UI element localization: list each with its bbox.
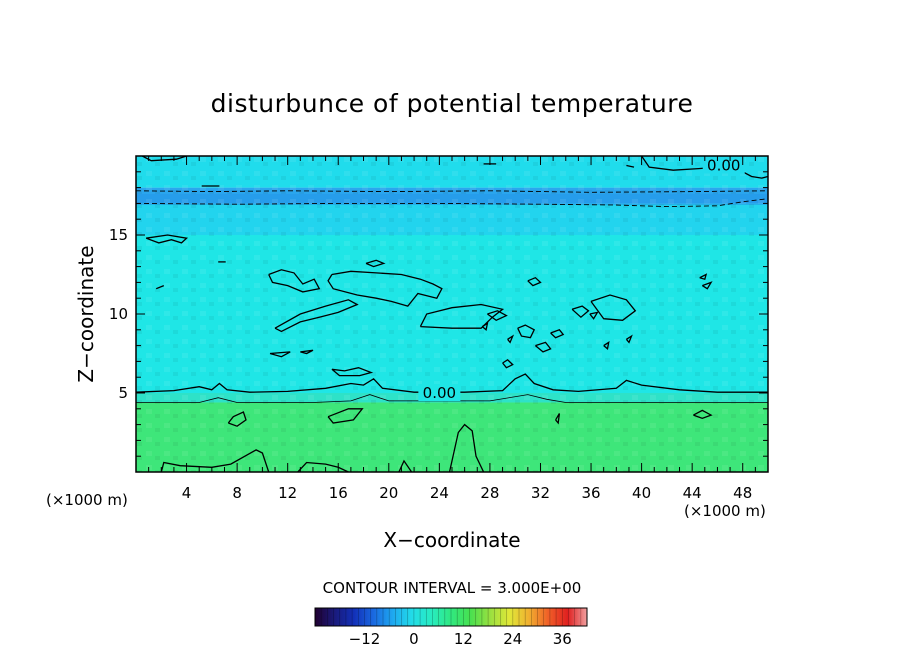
contour-line-38: [487, 310, 508, 322]
colorbar-tick-label: 24: [503, 630, 522, 648]
x-tick-label: 8: [232, 484, 242, 502]
contour-line-12: [590, 294, 637, 321]
x-axis-ticks: 4 8 12 16 20 24 28 32 36 40 44 48: [148, 156, 756, 502]
contour-line-4: [160, 449, 270, 472]
contour-line-19: [145, 234, 189, 244]
contour-line-42: [603, 341, 610, 351]
x-unit-label-right: (×1000 m): [684, 502, 766, 520]
x-unit-label-left: (×1000 m): [46, 491, 128, 509]
x-tick-label: 28: [480, 484, 499, 502]
contour-label-bg-1: [418, 384, 461, 401]
contour-line-5: [297, 461, 349, 472]
y-tick-label: 15: [109, 226, 128, 244]
x-tick-label: 48: [733, 484, 752, 502]
contour-line-36: [300, 349, 314, 355]
contour-line-27: [534, 341, 552, 353]
colorbar-tick-label: 12: [454, 630, 473, 648]
y-axis-ticks: 5 10 15: [109, 171, 768, 457]
contour-line-32: [527, 276, 542, 287]
contour-line-9: [327, 270, 443, 307]
contour-line-10: [274, 299, 359, 333]
x-tick-label: 16: [329, 484, 348, 502]
contour-line-3: [136, 198, 768, 208]
contour-line-28: [550, 329, 565, 339]
contour-label-0: 0.00: [707, 156, 740, 174]
contour-line-37: [555, 413, 561, 425]
x-tick-label: 32: [531, 484, 550, 502]
contour-line-30: [589, 311, 599, 320]
x-tick-label: 12: [278, 484, 297, 502]
colorbar-tick-label: 0: [409, 630, 419, 648]
contour-line-18: [141, 156, 187, 162]
contour-line-8: [268, 269, 321, 293]
y-axis-label: Z−coordinate: [74, 245, 98, 382]
colorbar-gradient: [315, 608, 587, 626]
contour-line-39: [507, 334, 515, 344]
colorbar-ticks: −12 0 12 24 36: [349, 630, 572, 648]
x-tick-label: 20: [379, 484, 398, 502]
x-axis-label: X−coordinate: [383, 528, 520, 552]
colorbar-tick-label: −12: [349, 630, 381, 648]
contour-line-1: [136, 394, 768, 403]
contour-line-15: [327, 408, 364, 424]
contour-label-1: 0.00: [423, 384, 456, 402]
chart-title: disturbunce of potential temperature: [211, 89, 694, 118]
contour-line-20: [155, 284, 165, 290]
contour-line-41: [625, 334, 633, 344]
contour-line-14: [227, 411, 247, 427]
x-tick-label: 44: [683, 484, 702, 502]
field-texture: [136, 156, 768, 472]
colorbar: [314, 607, 588, 627]
contour-line-0: [136, 373, 768, 393]
colorbar-frame: [314, 607, 588, 627]
contour-line-7: [398, 459, 413, 472]
colorbar-tick-label: 36: [553, 630, 572, 648]
contour-line-25: [626, 164, 635, 168]
contour-labels: 0.00 0.00: [418, 156, 745, 402]
contour-lines: [136, 156, 768, 472]
contour-interval-text: CONTOUR INTERVAL = 3.000E+00: [323, 579, 582, 597]
contour-line-29: [571, 305, 590, 319]
contour-line-31: [502, 358, 514, 369]
contour-line-26: [517, 324, 536, 339]
x-tick-label: 36: [581, 484, 600, 502]
contour-label-bg-0: [702, 156, 745, 174]
contour-line-40: [481, 322, 489, 332]
x-tick-label: 4: [182, 484, 192, 502]
contour-line-33: [701, 281, 713, 290]
y-tick-label: 5: [118, 384, 128, 402]
x-tick-label: 24: [430, 484, 449, 502]
contour-line-35: [269, 351, 291, 358]
contour-line-6: [448, 423, 485, 472]
contour-line-34: [699, 273, 708, 281]
contour-line-2: [136, 190, 768, 193]
contour-line-11: [419, 303, 505, 329]
y-tick-label: 10: [109, 305, 128, 323]
x-tick-label: 40: [632, 484, 651, 502]
contour-line-16: [693, 409, 713, 419]
contour-line-21: [365, 259, 386, 268]
contour-line-13: [331, 367, 374, 377]
